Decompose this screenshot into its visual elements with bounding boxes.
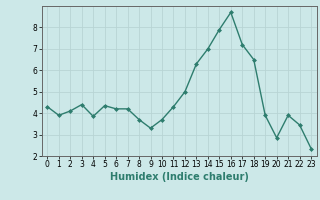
X-axis label: Humidex (Indice chaleur): Humidex (Indice chaleur) — [110, 172, 249, 182]
